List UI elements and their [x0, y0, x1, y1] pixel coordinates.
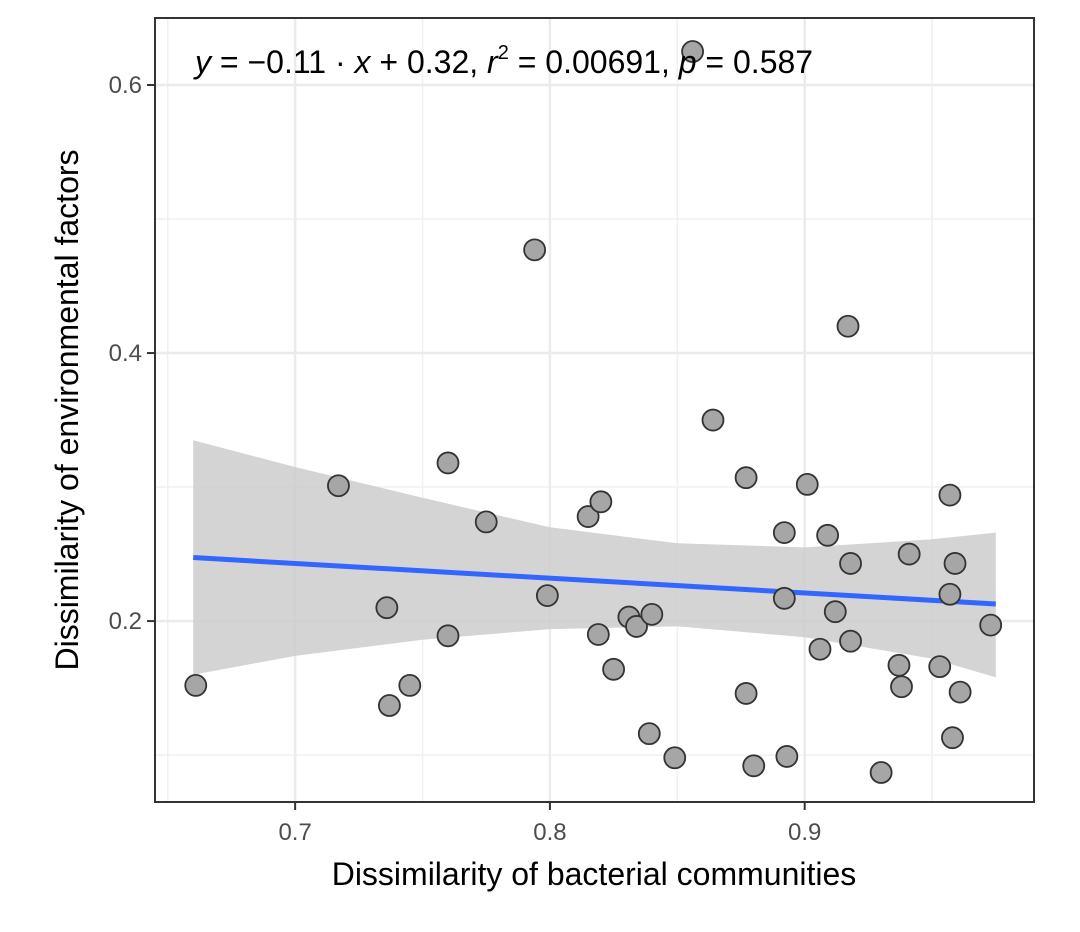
- data-point: [436, 624, 460, 648]
- data-point: [823, 600, 847, 624]
- data-point: [836, 314, 860, 338]
- data-point: [701, 408, 725, 432]
- data-point: [734, 682, 758, 705]
- plot-panel: [155, 18, 1034, 802]
- eq-y-var: y: [193, 44, 213, 80]
- y-tick-label: 0.6: [109, 72, 142, 99]
- grid-minor: [155, 18, 1034, 802]
- data-point: [887, 653, 911, 677]
- confidence-band: [193, 440, 996, 678]
- data-point: [589, 490, 613, 514]
- data-point: [586, 623, 610, 646]
- eq-r-value: = 0.00691,: [509, 44, 679, 80]
- data-point: [839, 629, 862, 653]
- data-point: [523, 238, 547, 262]
- data-point: [663, 746, 687, 770]
- y-axis-ticks: 0.2 0.4 0.6: [109, 72, 155, 635]
- data-point: [576, 505, 600, 528]
- data-point: [681, 40, 704, 63]
- eq-x-var: x: [353, 44, 372, 80]
- data-point: [816, 523, 840, 547]
- data-point: [795, 472, 819, 496]
- y-tick-label: 0.4: [109, 340, 142, 367]
- data-point: [184, 674, 208, 697]
- data-point: [474, 510, 498, 534]
- data-point: [928, 655, 952, 679]
- eq-middle: = −0.11 ·: [211, 44, 355, 80]
- data-points: [184, 40, 1003, 784]
- x-tick-label: 0.8: [533, 819, 566, 846]
- regression-line-group: [193, 555, 996, 607]
- eq-r-exponent: 2: [498, 42, 509, 64]
- x-axis-ticks: 0.7 0.8 0.9: [278, 802, 821, 846]
- data-point: [640, 602, 664, 626]
- x-axis-title: Dissimilarity of bacterial communities: [332, 856, 857, 892]
- data-point: [772, 586, 796, 610]
- regression-line: [193, 555, 996, 607]
- data-point: [436, 451, 460, 475]
- plot-border: [154, 17, 1035, 803]
- data-point: [772, 521, 796, 545]
- data-point: [535, 584, 559, 608]
- data-point: [327, 474, 350, 498]
- data-point: [897, 542, 921, 566]
- confidence-band-area: [193, 440, 996, 678]
- y-tick-label: 0.2: [109, 608, 142, 635]
- x-tick-label: 0.7: [278, 819, 311, 846]
- data-point: [625, 615, 648, 638]
- data-point: [948, 680, 972, 704]
- data-point: [941, 726, 964, 750]
- data-point: [377, 694, 401, 717]
- x-tick-label: 0.9: [788, 819, 821, 846]
- data-point: [979, 613, 1003, 637]
- data-point: [398, 674, 422, 697]
- data-point: [890, 675, 913, 699]
- data-point: [869, 761, 893, 784]
- data-point: [839, 552, 862, 575]
- eq-tail: + 0.32,: [371, 44, 488, 80]
- data-point: [742, 754, 766, 778]
- regression-equation: y = −0.11 · x + 0.32, r2 = 0.00691, p = …: [193, 42, 813, 80]
- data-point: [775, 745, 799, 768]
- eq-p-var: p: [678, 44, 697, 80]
- eq-p-value: = 0.587: [697, 44, 814, 80]
- data-point: [808, 637, 832, 661]
- data-point: [375, 596, 399, 620]
- data-point: [938, 483, 962, 507]
- y-axis-title: Dissimilarity of environmental factors: [49, 149, 85, 670]
- eq-r-var: r: [487, 44, 499, 80]
- data-point: [938, 582, 962, 606]
- data-point: [943, 552, 967, 575]
- data-point: [637, 722, 661, 746]
- data-point: [602, 657, 626, 681]
- data-point: [734, 466, 758, 490]
